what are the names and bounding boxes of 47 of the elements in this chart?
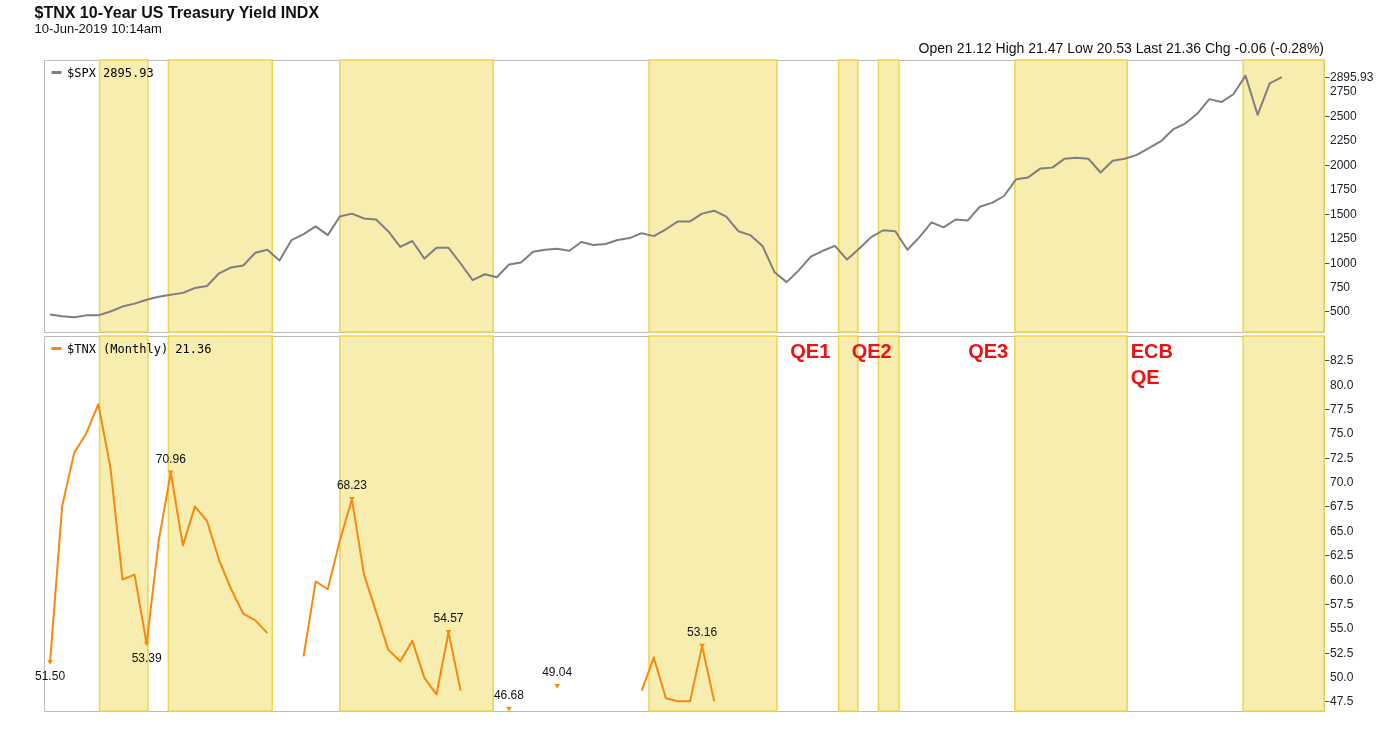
legend-label: $SPX 2895.93 [67, 65, 154, 80]
point [506, 706, 512, 712]
data-label: 49.04 [542, 665, 573, 680]
y-tick-label: 72.5 [1330, 450, 1354, 465]
chart-title: $TNX 10-Year US Treasury Yield INDX [34, 3, 320, 21]
y-tick-label: 77.5 [1330, 402, 1354, 417]
data-label: 46.68 [493, 688, 525, 703]
point [47, 659, 53, 665]
y-tick-label: 55.0 [1330, 621, 1354, 636]
y-tick-label: 2750 [1330, 84, 1358, 99]
chart-subtitle: 10-Jun-2019 10:14am [34, 20, 162, 36]
y-tick-label: 2500 [1330, 108, 1358, 123]
y-tick-label: 67.5 [1330, 499, 1354, 514]
y-tick-label: 750 [1330, 279, 1351, 294]
legend-label: $TNX (Monthly) 21.36 [67, 341, 212, 356]
data-label: 70.96 [155, 451, 187, 466]
y-tick-label: 80.0 [1330, 377, 1354, 392]
annotation: QE2 [851, 340, 892, 362]
y-tick-label: 50.0 [1330, 669, 1354, 684]
y-tick-label: 1000 [1330, 255, 1358, 270]
y-tick-label: 2895.93 [1330, 70, 1374, 85]
y-tick-label: 47.5 [1330, 694, 1354, 709]
data-label: 54.57 [433, 611, 464, 626]
y-tick-label: 1750 [1330, 182, 1358, 197]
y-tick-label: 1250 [1330, 231, 1358, 246]
annotation: QE1 [790, 340, 831, 362]
text: Open 21.12 High 21.47 Low 20.53 Last 21.36 Chg -0.06 (-0.28%) [918, 40, 1324, 56]
y-tick-label: 500 [1330, 304, 1351, 319]
point [445, 630, 452, 635]
annotation: ECB QE [1130, 340, 1173, 388]
y-tick-label: 2250 [1330, 133, 1358, 148]
data-label: 51.50 [35, 669, 66, 684]
data-label: 53.16 [687, 625, 718, 640]
y-tick-label: 60.0 [1330, 572, 1354, 587]
point [554, 683, 560, 689]
y-tick-label: 52.5 [1330, 645, 1354, 660]
y-tick-label: 57.5 [1330, 596, 1354, 611]
y-tick-label: 65.0 [1330, 523, 1354, 538]
y-tick-label: 62.5 [1330, 548, 1354, 563]
annotation: QE3 [968, 340, 1009, 362]
y-tick-label: 75.0 [1330, 426, 1354, 441]
y-tick-label: 2000 [1330, 157, 1358, 172]
data-label: 68.23 [336, 478, 368, 493]
y-tick-label: 82.5 [1330, 353, 1354, 368]
y-tick-label: 1500 [1330, 206, 1358, 221]
y-tick-label: 70.0 [1330, 475, 1354, 490]
data-label: 53.39 [131, 650, 162, 665]
